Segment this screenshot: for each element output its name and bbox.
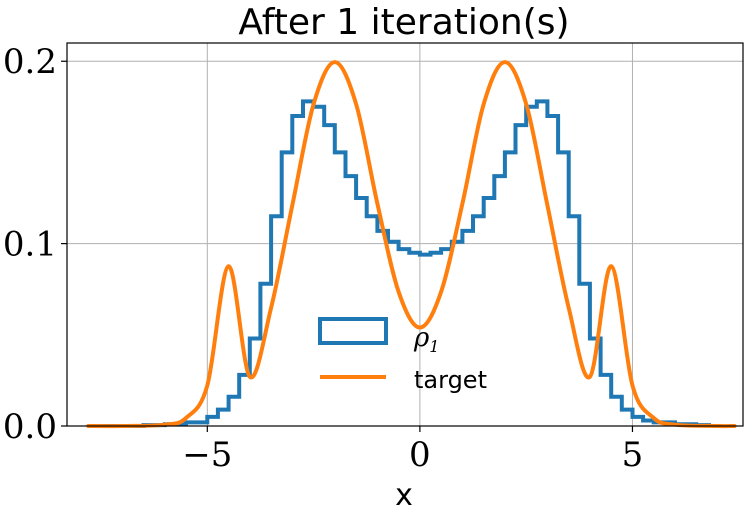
x-axis-label: x	[395, 478, 413, 510]
legend-swatch-rho	[318, 317, 388, 345]
x-tick-label-2: 5	[622, 435, 644, 475]
y-tick-label-0: 0.0	[3, 407, 57, 447]
legend: ρ1 target	[318, 317, 487, 394]
y-tick-label-2: 0.2	[3, 42, 57, 82]
legend-label-target: target	[414, 366, 487, 394]
series-target-line	[86, 60, 737, 429]
x-tick-label-1: 0	[409, 435, 431, 475]
plot-frame	[66, 42, 744, 427]
axis-ticks: −5 0 5 0.0 0.1 0.2	[3, 42, 643, 475]
series-rho-histogram	[88, 99, 711, 428]
plot-series	[86, 60, 737, 429]
x-tick-label-0: −5	[182, 435, 232, 475]
legend-label-rho: ρ1	[413, 323, 439, 356]
chart-title: After 1 iteration(s)	[238, 2, 569, 43]
grid-lines	[67, 43, 743, 427]
y-tick-label-1: 0.1	[3, 225, 57, 265]
legend-rho-subscript: 1	[429, 337, 439, 356]
legend-rho-symbol: ρ	[413, 323, 430, 353]
